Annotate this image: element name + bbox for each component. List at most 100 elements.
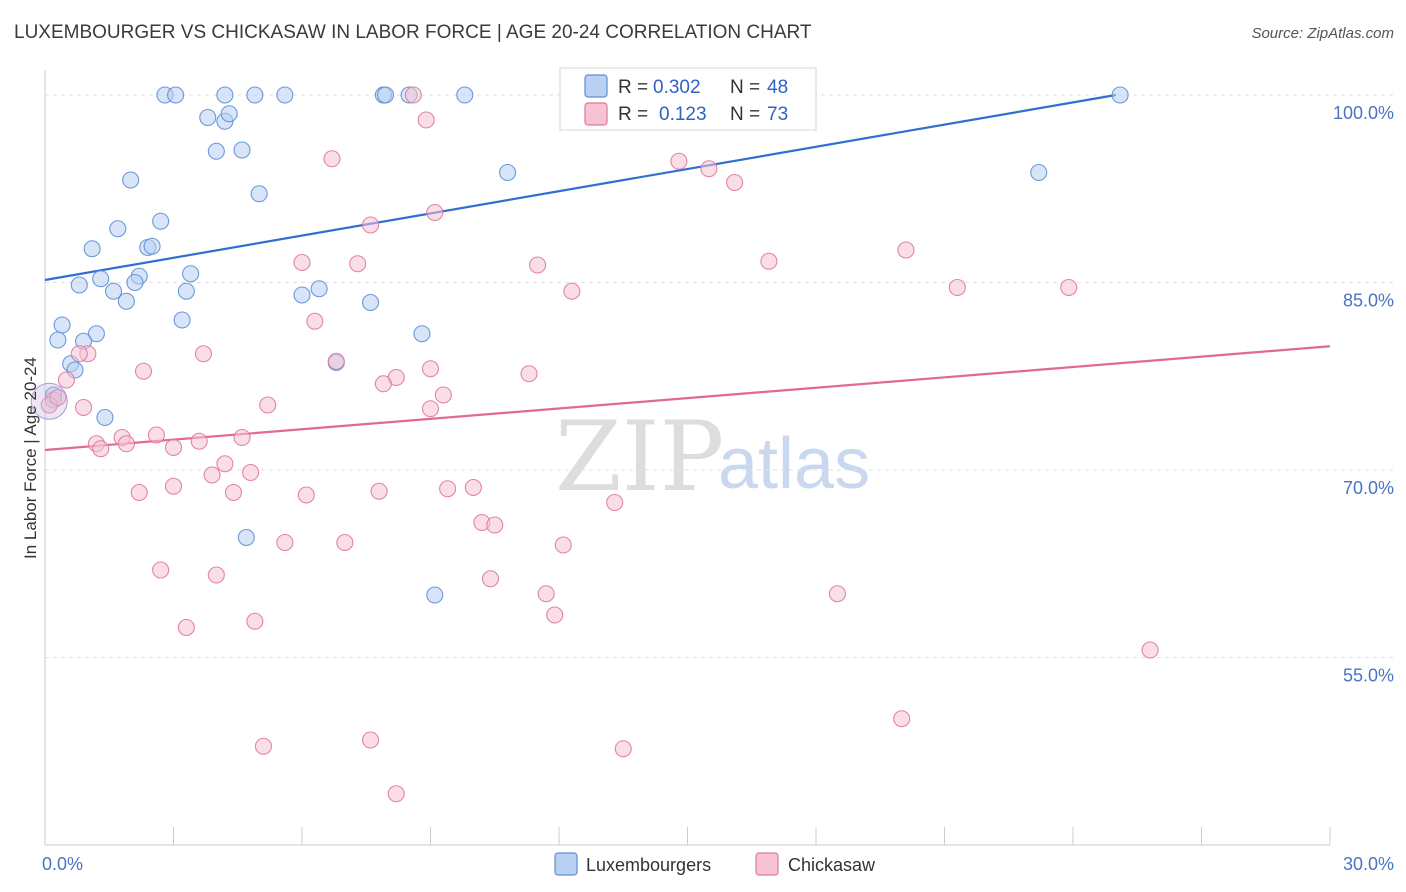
legend-r-value-luxembourgers: 0.302 — [653, 77, 701, 98]
point-chickasaw — [117, 435, 135, 453]
point-chickasaw — [246, 612, 264, 630]
point-chickasaw — [327, 352, 345, 370]
point-chickasaw — [464, 478, 482, 497]
point-chickasaw — [49, 388, 67, 407]
point-chickasaw — [92, 440, 110, 458]
point-luxembourgers — [104, 282, 123, 300]
point-chickasaw — [75, 398, 93, 417]
point-luxembourgers — [92, 270, 110, 288]
gridlines — [45, 94, 1395, 658]
point-chickasaw — [306, 312, 324, 330]
bottom-legend-swatch-chickasaw — [755, 852, 779, 876]
point-luxembourgers — [310, 280, 328, 298]
point-chickasaw — [426, 203, 444, 222]
point-chickasaw — [481, 570, 500, 588]
point-chickasaw — [361, 216, 380, 234]
point-chickasaw — [520, 365, 538, 383]
stats-legend: R = 0.302 N = 48 R = 0.123 N = 73 — [559, 67, 817, 131]
point-luxembourgers — [361, 293, 380, 312]
point-luxembourgers — [167, 86, 185, 104]
point-chickasaw — [216, 455, 234, 473]
point-luxembourgers — [233, 141, 251, 159]
point-chickasaw — [893, 710, 911, 728]
point-luxembourgers — [250, 185, 268, 203]
watermark: ZIP atlas — [555, 401, 870, 513]
point-chickasaw — [760, 252, 778, 270]
point-chickasaw — [370, 482, 388, 500]
y-tick-label: 85.0% — [1343, 291, 1394, 311]
point-chickasaw — [57, 371, 75, 389]
point-chickasaw — [70, 345, 88, 363]
y-tick-label: 55.0% — [1343, 666, 1394, 686]
point-luxembourgers — [237, 528, 255, 547]
legend-swatch-luxembourgers — [584, 74, 608, 98]
point-luxembourgers — [143, 237, 161, 255]
trend-line-chickasaw — [44, 345, 1331, 452]
point-luxembourgers — [246, 86, 264, 104]
point-chickasaw — [897, 241, 915, 259]
point-chickasaw — [361, 731, 380, 749]
bottom-legend-swatch-luxembourgers — [554, 852, 578, 876]
point-chickasaw — [164, 438, 183, 457]
point-luxembourgers — [276, 86, 294, 104]
legend-r-value-chickasaw: 0.123 — [659, 104, 707, 125]
point-luxembourgers — [122, 171, 140, 189]
y-tick-label: 100.0% — [1333, 103, 1394, 123]
watermark-atlas: atlas — [718, 424, 870, 504]
point-chickasaw — [700, 160, 718, 178]
bottom-legend-chickasaw: Chickasaw — [788, 855, 876, 875]
point-chickasaw — [421, 400, 440, 418]
trend-line-luxembourgers — [44, 93, 1117, 282]
point-chickasaw — [293, 253, 311, 272]
point-chickasaw — [404, 86, 422, 104]
point-luxembourgers — [376, 86, 395, 104]
legend-n-value-luxembourgers: 48 — [767, 77, 788, 98]
point-luxembourgers — [456, 86, 474, 104]
point-luxembourgers — [96, 408, 114, 427]
point-luxembourgers — [216, 86, 234, 104]
point-luxembourgers — [152, 212, 170, 230]
point-chickasaw — [1141, 641, 1159, 659]
point-luxembourgers — [207, 142, 225, 160]
trend-lines — [44, 93, 1331, 452]
point-chickasaw — [336, 533, 354, 552]
y-axis-label: In Labor Force | Age 20-24 — [21, 357, 40, 559]
point-chickasaw — [242, 463, 260, 482]
point-chickasaw — [828, 585, 846, 603]
point-chickasaw — [194, 345, 213, 363]
point-chickasaw — [152, 561, 170, 579]
legend-swatch-chickasaw — [584, 102, 608, 126]
point-luxembourgers — [499, 163, 517, 182]
bottom-legend-luxembourgers: Luxembourgers — [586, 855, 711, 875]
point-chickasaw — [233, 428, 251, 447]
point-luxembourgers — [199, 108, 217, 127]
point-chickasaw — [203, 466, 221, 484]
point-chickasaw — [134, 362, 153, 380]
watermark-zip: ZIP — [555, 401, 724, 513]
point-chickasaw — [563, 282, 581, 300]
legend-n-label-1: N = — [730, 77, 760, 98]
legend-r-label-1: R = — [618, 77, 648, 98]
point-overlap-cluster — [30, 382, 68, 420]
point-chickasaw — [190, 432, 208, 450]
chart-source: Source: ZipAtlas.com — [1251, 25, 1394, 42]
point-chickasaw — [387, 785, 405, 803]
point-luxembourgers — [1111, 86, 1129, 104]
x-tick-label-min: 0.0% — [42, 854, 83, 874]
point-chickasaw — [726, 173, 744, 192]
point-luxembourgers — [173, 311, 191, 329]
point-luxembourgers — [49, 331, 67, 349]
point-chickasaw — [349, 255, 367, 273]
point-chickasaw — [1060, 278, 1078, 297]
point-luxembourgers — [109, 220, 127, 238]
point-chickasaw — [224, 483, 243, 502]
point-chickasaw — [554, 536, 572, 554]
legend-n-value-chickasaw: 73 — [767, 104, 788, 125]
point-chickasaw — [177, 618, 195, 637]
chart-title: LUXEMBOURGER VS CHICKASAW IN LABOR FORCE… — [14, 22, 812, 43]
point-chickasaw — [614, 740, 632, 758]
point-chickasaw — [417, 111, 435, 129]
point-luxembourgers — [87, 325, 105, 343]
data-points — [30, 86, 1159, 803]
